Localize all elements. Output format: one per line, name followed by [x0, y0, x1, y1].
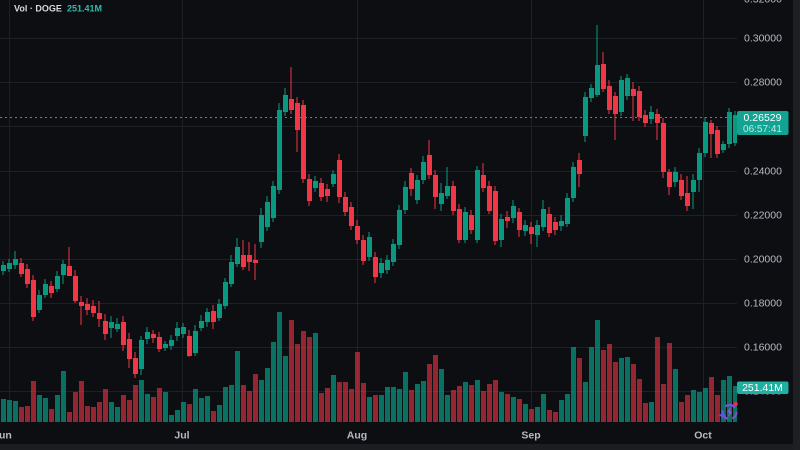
svg-text:0.30000: 0.30000 — [744, 33, 782, 45]
svg-text:0.16000: 0.16000 — [744, 342, 782, 354]
svg-text:0.32000: 0.32000 — [744, 0, 782, 5]
svg-text:0.20000: 0.20000 — [744, 254, 782, 266]
svg-text:251.41M: 251.41M — [67, 3, 102, 13]
svg-text:0.18000: 0.18000 — [744, 298, 782, 310]
svg-text:Sep: Sep — [521, 430, 540, 442]
svg-text:0.26529: 0.26529 — [744, 112, 782, 124]
svg-text:06:57:41: 06:57:41 — [743, 124, 782, 135]
svg-text:un: un — [0, 430, 12, 442]
svg-text:0.22000: 0.22000 — [744, 210, 782, 222]
svg-text:251.41M: 251.41M — [742, 382, 783, 394]
svg-text:Aug: Aug — [347, 430, 367, 442]
svg-text:0.28000: 0.28000 — [744, 77, 782, 89]
svg-text:0.24000: 0.24000 — [744, 166, 782, 178]
svg-text:Vol · DOGE: Vol · DOGE — [14, 3, 62, 13]
svg-text:Jul: Jul — [174, 430, 189, 442]
svg-text:Oct: Oct — [694, 430, 712, 442]
